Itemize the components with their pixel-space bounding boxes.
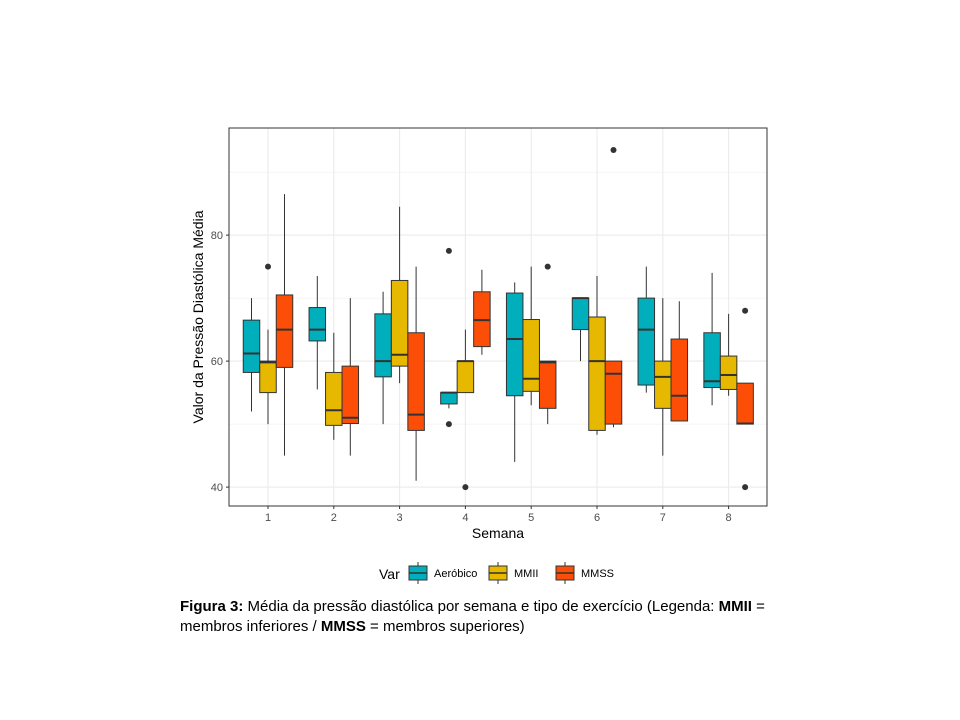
x-tick-label: 4	[462, 512, 468, 524]
box-body	[522, 319, 540, 392]
box-mmii-semana-8	[719, 313, 738, 396]
box-mmss-semana-1	[275, 194, 294, 456]
figure-caption: Figura 3: Média da pressão diastólica po…	[180, 597, 820, 637]
box-mmss-semana-2	[341, 298, 360, 456]
legend-label: Aeróbico	[434, 568, 477, 580]
caption-text-1: Média da pressão diastólica por semana e…	[243, 598, 719, 615]
box-mmss-semana-5	[538, 263, 557, 425]
x-tick-label: 1	[265, 512, 271, 524]
legend-label: MMII	[514, 568, 538, 580]
box-aeróbico-semana-8	[703, 272, 721, 406]
box-aeróbico-semana-7	[637, 266, 656, 393]
legend-label: MMSS	[581, 568, 614, 580]
x-tick-label: 6	[594, 512, 600, 524]
legend-item-mmss: MMSS	[555, 562, 614, 584]
box-body	[670, 338, 689, 422]
plot-border	[228, 127, 768, 507]
box-body	[259, 360, 277, 394]
legend-title: Var	[379, 566, 400, 582]
outlier-point	[544, 263, 551, 270]
boxes-layer	[242, 147, 754, 491]
x-axis-title: Semana	[472, 525, 524, 541]
outlier-point	[462, 484, 469, 491]
caption-text-2: = membros inferiores /	[180, 598, 765, 635]
legend-item-aeróbico: Aeróbico	[408, 562, 477, 584]
box-body	[588, 316, 606, 431]
x-tick-label: 7	[660, 512, 666, 524]
box-aeróbico-semana-1	[242, 298, 261, 412]
caption-text-3: = membros superiores)	[365, 618, 525, 635]
legend: Var Aeróbico MMII MMSS	[379, 562, 614, 584]
box-aeróbico-semana-2	[308, 276, 327, 390]
box-body	[325, 371, 343, 426]
box-body	[719, 355, 738, 390]
box-body	[637, 297, 656, 386]
box-body	[341, 365, 360, 424]
x-axis: 1 2 3 4 5 6 7 8	[265, 506, 732, 524]
x-tick-label: 3	[397, 512, 403, 524]
box-mmii-semana-1	[259, 263, 277, 425]
caption-label: Figura 3:	[180, 598, 244, 615]
y-axis: 40 60 80	[211, 230, 229, 494]
box-body	[374, 313, 392, 378]
box-body	[242, 319, 261, 373]
x-tick-label: 2	[331, 512, 337, 524]
y-axis-title: Valor da Pressão Diastólica Média	[190, 210, 206, 423]
y-tick-label: 60	[211, 356, 223, 368]
box-mmss-semana-6	[604, 147, 623, 428]
box-mmii-semana-5	[522, 266, 540, 406]
box-mmss-semana-4	[473, 269, 491, 355]
outlier-point	[445, 421, 452, 428]
box-body	[308, 307, 327, 342]
box-body	[407, 332, 425, 431]
outlier-point	[445, 247, 452, 254]
box-body	[275, 294, 294, 368]
x-tick-label: 5	[528, 512, 534, 524]
box-aeróbico-semana-6	[571, 297, 590, 362]
box-body	[440, 392, 458, 405]
box-body	[505, 292, 524, 397]
outlier-point	[742, 484, 749, 491]
caption-bold-mmii: MMII	[718, 598, 752, 615]
box-mmss-semana-3	[407, 266, 425, 481]
box-mmss-semana-7	[670, 301, 689, 422]
y-tick-label: 40	[211, 482, 223, 494]
caption-bold-mmss: MMSS	[320, 618, 366, 635]
box-body	[571, 297, 590, 331]
x-tick-label: 8	[726, 512, 732, 524]
box-body	[654, 360, 672, 409]
y-tick-label: 80	[211, 230, 223, 242]
box-body	[390, 279, 409, 367]
box-aeróbico-semana-4	[440, 247, 458, 428]
outlier-point	[610, 147, 617, 154]
box-body	[736, 382, 754, 425]
legend-item-mmii: MMII	[488, 562, 538, 584]
box-body	[703, 332, 721, 389]
box-body	[538, 360, 557, 409]
box-mmii-semana-4	[456, 329, 475, 491]
box-mmss-semana-8	[736, 307, 754, 491]
outlier-point	[265, 263, 271, 270]
outlier-point	[742, 307, 749, 314]
box-body	[456, 360, 475, 394]
box-mmii-semana-3	[390, 206, 409, 384]
box-body	[604, 360, 623, 425]
